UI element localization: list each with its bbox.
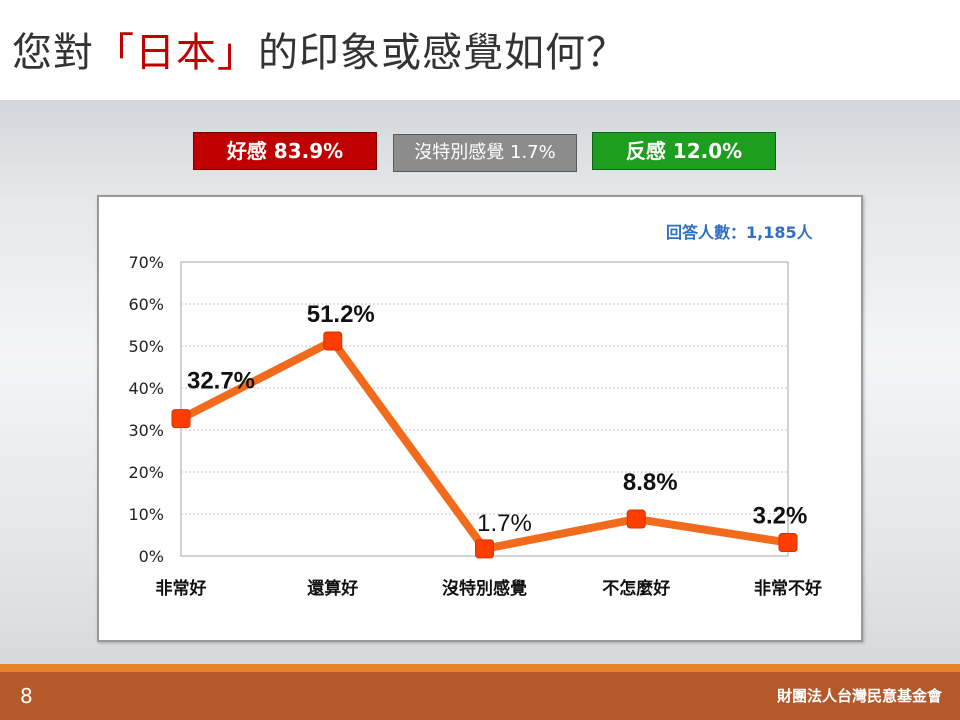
x-category-label: 還算好 xyxy=(307,578,358,599)
data-point-marker xyxy=(475,539,494,559)
summary-neutral-badge: 沒特別感覺 1.7% xyxy=(393,134,577,172)
summary-positive-badge: 好感 83.9% xyxy=(193,132,377,170)
data-value-label: 3.2% xyxy=(753,503,808,530)
respondents-count: 回答人數：1,185人 xyxy=(666,223,813,242)
data-point-marker xyxy=(626,509,646,529)
page-title: 您對「日本」的印象或感覺如何？ xyxy=(12,26,627,80)
y-tick-label: 70% xyxy=(128,253,164,272)
x-category-label: 沒特別感覺 xyxy=(442,578,527,599)
data-point-marker xyxy=(323,331,343,351)
y-tick-label: 50% xyxy=(128,337,164,356)
data-value-label: 8.8% xyxy=(623,469,678,496)
y-tick-label: 20% xyxy=(128,463,164,482)
data-value-label: 1.7% xyxy=(477,510,532,537)
title-bar: 您對「日本」的印象或感覺如何？ xyxy=(0,0,960,100)
data-point-marker xyxy=(171,409,191,429)
summary-negative-badge: 反感 12.0% xyxy=(592,132,776,170)
footer-bar xyxy=(0,672,960,720)
data-value-label: 51.2% xyxy=(307,301,375,328)
x-category-label: 非常不好 xyxy=(754,578,822,599)
y-tick-label: 60% xyxy=(128,295,164,314)
title-after: 的印象或感覺如何？ xyxy=(258,30,627,76)
data-value-label: 32.7% xyxy=(187,368,255,395)
data-point-marker xyxy=(778,533,798,553)
x-category-label: 非常好 xyxy=(156,578,207,599)
y-tick-label: 30% xyxy=(128,421,164,440)
organization-name: 財團法人台灣民意基金會 xyxy=(776,687,942,705)
x-category-label: 不怎麼好 xyxy=(602,578,670,599)
y-tick-label: 0% xyxy=(139,547,164,566)
footer-accent-line xyxy=(0,664,960,672)
page-number: 8 xyxy=(20,684,33,708)
plot-area xyxy=(180,261,789,557)
y-tick-label: 10% xyxy=(128,505,164,524)
y-tick-label: 40% xyxy=(128,379,164,398)
title-before: 您對 xyxy=(12,30,94,76)
title-highlight: 「日本」 xyxy=(94,30,258,76)
